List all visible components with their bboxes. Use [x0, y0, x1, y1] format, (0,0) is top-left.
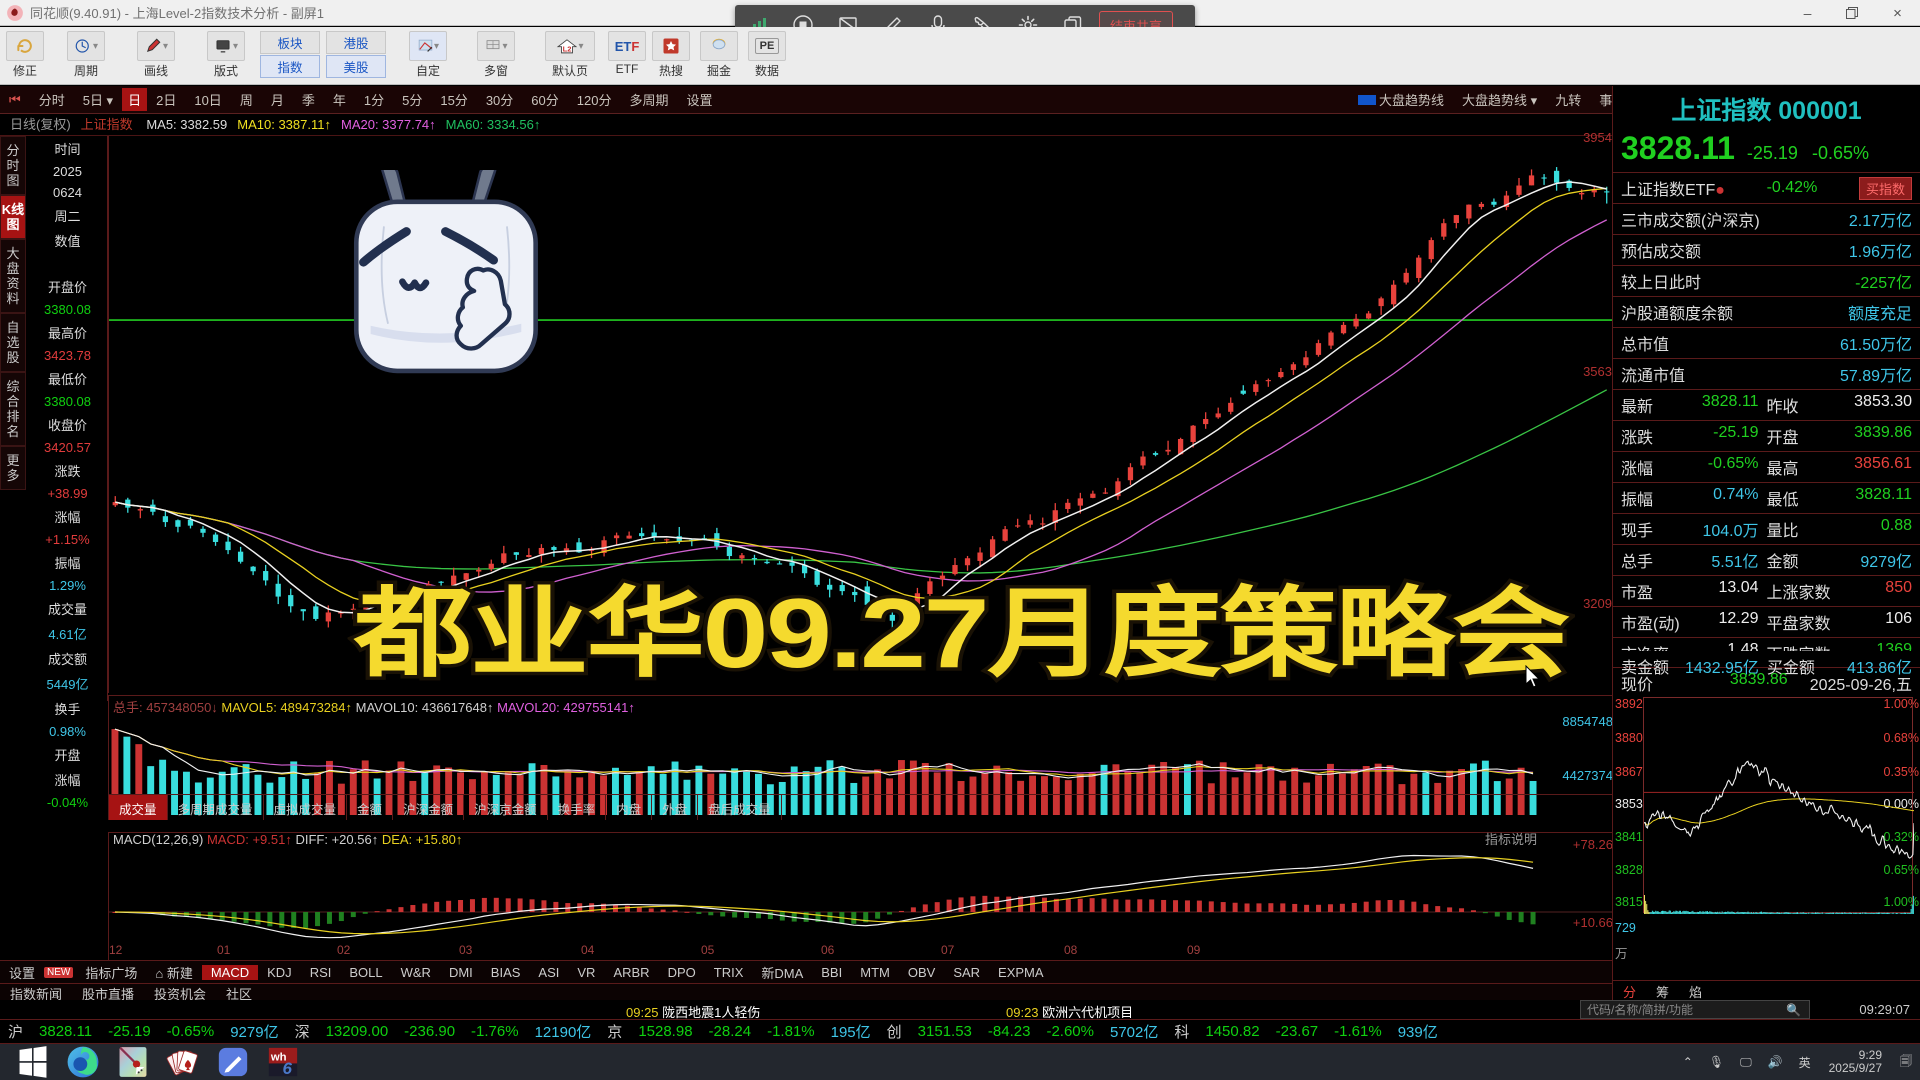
svg-text:L2: L2	[563, 45, 572, 54]
svg-text:6: 6	[283, 1059, 293, 1078]
